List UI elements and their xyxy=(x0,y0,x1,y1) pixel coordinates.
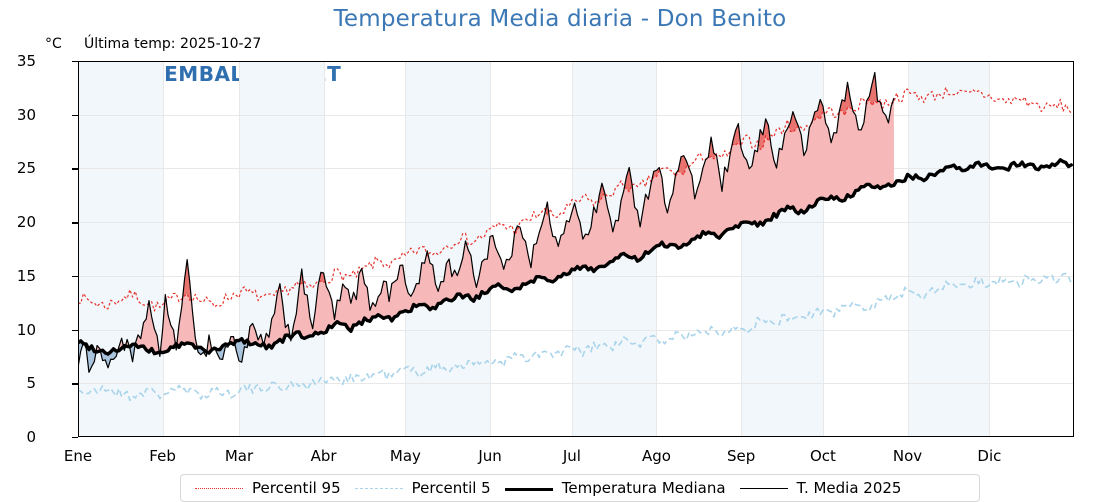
y-tick-mark xyxy=(72,329,78,331)
x-tick-label: Feb xyxy=(149,447,176,465)
gridline-vertical xyxy=(822,61,824,437)
x-tick-label: Ene xyxy=(63,447,93,465)
line-temperatura-mediana xyxy=(78,158,1073,356)
y-tick-label: 20 xyxy=(16,213,36,232)
x-tick-label: Mar xyxy=(224,447,254,465)
month-band xyxy=(78,61,163,437)
y-tick-mark xyxy=(72,114,78,117)
x-tick-label: Abr xyxy=(310,447,337,465)
y-tick-mark xyxy=(72,168,78,170)
gridline-horizontal xyxy=(78,275,1074,277)
plot-area xyxy=(78,61,1074,437)
gridline-horizontal xyxy=(78,114,1074,116)
gridline-vertical xyxy=(907,61,909,437)
y-tick-mark xyxy=(72,61,78,63)
y-tick-label: 10 xyxy=(16,320,36,339)
gridline-vertical xyxy=(989,61,991,437)
gridline-vertical xyxy=(656,61,658,437)
y-tick-label: 0 xyxy=(26,428,36,446)
gridline-horizontal xyxy=(78,383,1074,385)
month-band xyxy=(907,61,990,437)
x-tick-label: Oct xyxy=(809,447,836,465)
legend-item-p95[interactable]: Percentil 95 xyxy=(181,475,341,501)
gridline-vertical xyxy=(405,61,407,437)
legend-label-median: Temperatura Mediana xyxy=(561,479,726,497)
y-tick-label: 5 xyxy=(26,374,36,393)
x-tick-label: Jul xyxy=(562,447,581,465)
gridline-vertical xyxy=(162,61,164,437)
x-tick-label: Dic xyxy=(977,447,1002,465)
gridline-vertical xyxy=(741,61,743,437)
y-tick-mark xyxy=(72,437,78,439)
month-band xyxy=(238,61,324,437)
y-tick-label: 30 xyxy=(16,105,36,124)
x-tick-label: Sep xyxy=(726,447,756,465)
legend-label-2025: T. Media 2025 xyxy=(796,479,902,497)
legend-label-p95: Percentil 95 xyxy=(252,479,341,497)
y-tick-label: 25 xyxy=(16,159,36,178)
line-t-media-2025 xyxy=(78,71,895,373)
gridline-vertical xyxy=(323,61,325,437)
legend-label-p5: Percentil 5 xyxy=(411,479,491,497)
legend-swatch-p5-icon xyxy=(354,481,403,495)
x-tick-label: Ago xyxy=(642,447,671,465)
line-percentil-95 xyxy=(78,86,1072,312)
y-tick-mark xyxy=(72,383,78,385)
fill-above-median xyxy=(78,72,894,355)
page-title: Temperatura Media diaria - Don Benito xyxy=(333,6,787,32)
chart-legend: Percentil 95 Percentil 5 Temperatura Med… xyxy=(180,474,980,502)
last-temp-label: Última temp: 2025-10-27 xyxy=(84,36,262,52)
y-tick-mark xyxy=(72,275,78,278)
legend-item-2025[interactable]: T. Media 2025 xyxy=(726,475,902,501)
gridline-horizontal xyxy=(78,168,1074,170)
month-band xyxy=(405,61,491,437)
legend-item-median[interactable]: Temperatura Mediana xyxy=(491,475,726,501)
line-percentil-5 xyxy=(78,272,1073,402)
legend-item-p5[interactable]: Percentil 5 xyxy=(341,475,491,501)
month-band xyxy=(741,61,823,437)
gridline-vertical xyxy=(238,61,240,437)
legend-swatch-median-icon xyxy=(504,481,553,495)
series-plot xyxy=(78,71,1073,402)
y-tick-label: 35 xyxy=(16,52,36,70)
x-tick-label: Nov xyxy=(892,447,923,465)
x-tick-label: Jun xyxy=(478,447,502,465)
legend-swatch-p95-icon xyxy=(195,481,243,495)
y-tick-label: 15 xyxy=(16,266,36,285)
legend-swatch-2025-icon xyxy=(739,481,788,495)
y-axis-unit-label: °C xyxy=(45,36,62,52)
x-tick-label: May xyxy=(389,447,421,465)
gridline-horizontal xyxy=(78,329,1074,331)
y-tick-mark xyxy=(72,222,78,224)
